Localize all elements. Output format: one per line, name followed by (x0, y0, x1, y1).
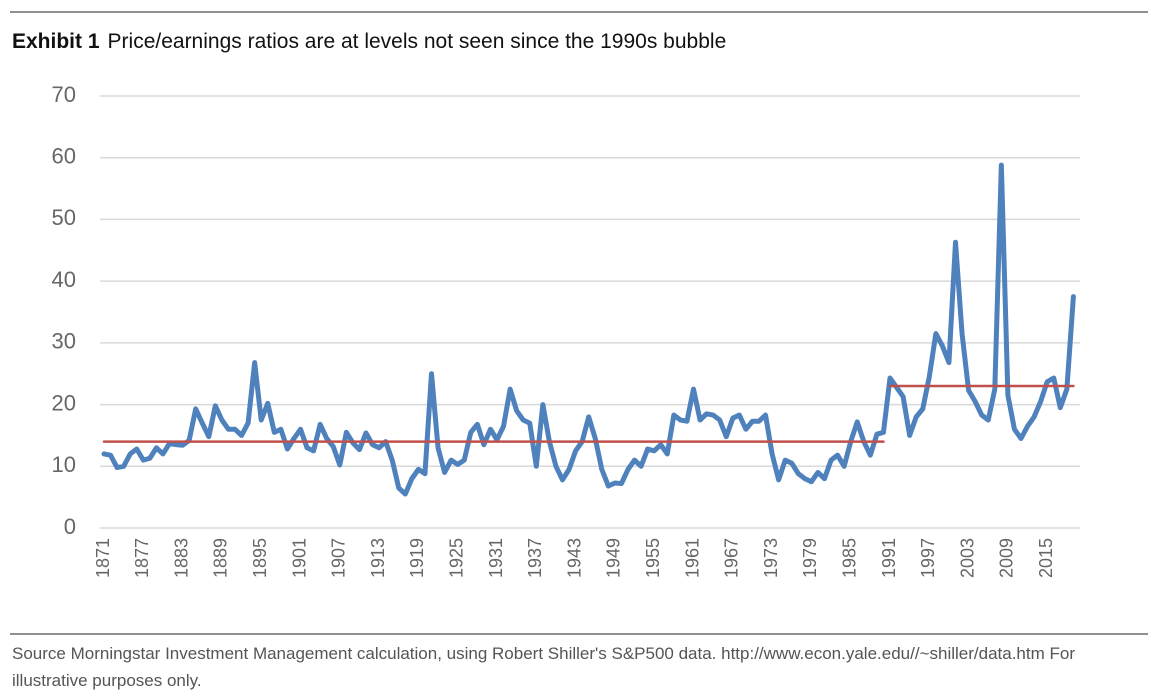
y-tick-label: 10 (52, 452, 76, 477)
x-tick-label: 1985 (839, 538, 859, 578)
x-tick-label: 1967 (722, 538, 742, 578)
x-tick-label: 1889 (211, 538, 231, 578)
x-tick-label: 1961 (682, 538, 702, 578)
y-tick-label: 0 (64, 514, 76, 539)
title-lead: Exhibit 1 (12, 30, 100, 53)
x-tick-label: 2009 (997, 538, 1017, 578)
x-tick-label: 1925 (446, 538, 466, 578)
x-tick-label: 1955 (643, 538, 663, 578)
x-tick-label: 1919 (407, 538, 427, 578)
x-tick-label: 1973 (761, 538, 781, 578)
x-tick-label: 1991 (879, 538, 899, 578)
y-tick-label: 50 (52, 205, 76, 230)
y-tick-label: 70 (52, 82, 76, 107)
x-tick-label: 1943 (564, 538, 584, 578)
x-tick-label: 1877 (132, 538, 152, 578)
x-tick-label: 1895 (250, 538, 270, 578)
x-tick-label: 1913 (368, 538, 388, 578)
x-tick-label: 2003 (957, 538, 977, 578)
x-tick-label: 1907 (329, 538, 349, 578)
x-tick-label: 1997 (918, 538, 938, 578)
line-series (101, 162, 1076, 497)
x-tick-label: 1901 (289, 538, 309, 578)
chart-title: Exhibit 1 Price/earnings ratios are at le… (12, 30, 726, 53)
source-note: Source Morningstar Investment Management… (12, 644, 1075, 690)
x-tick-label: 1931 (486, 538, 506, 578)
x-tick-label: 1883 (171, 538, 191, 578)
x-tick-label: 1949 (604, 538, 624, 578)
y-tick-label: 20 (52, 390, 76, 415)
x-tick-label: 1871 (93, 538, 113, 578)
x-tick-label: 1937 (525, 538, 545, 578)
y-tick-label: 40 (52, 267, 76, 292)
x-tick-label: 2015 (1036, 538, 1056, 578)
y-tick-label: 30 (52, 329, 76, 354)
title-text: Price/earnings ratios are at levels not … (108, 30, 727, 53)
y-tick-label: 60 (52, 144, 76, 169)
x-tick-label: 1979 (800, 538, 820, 578)
